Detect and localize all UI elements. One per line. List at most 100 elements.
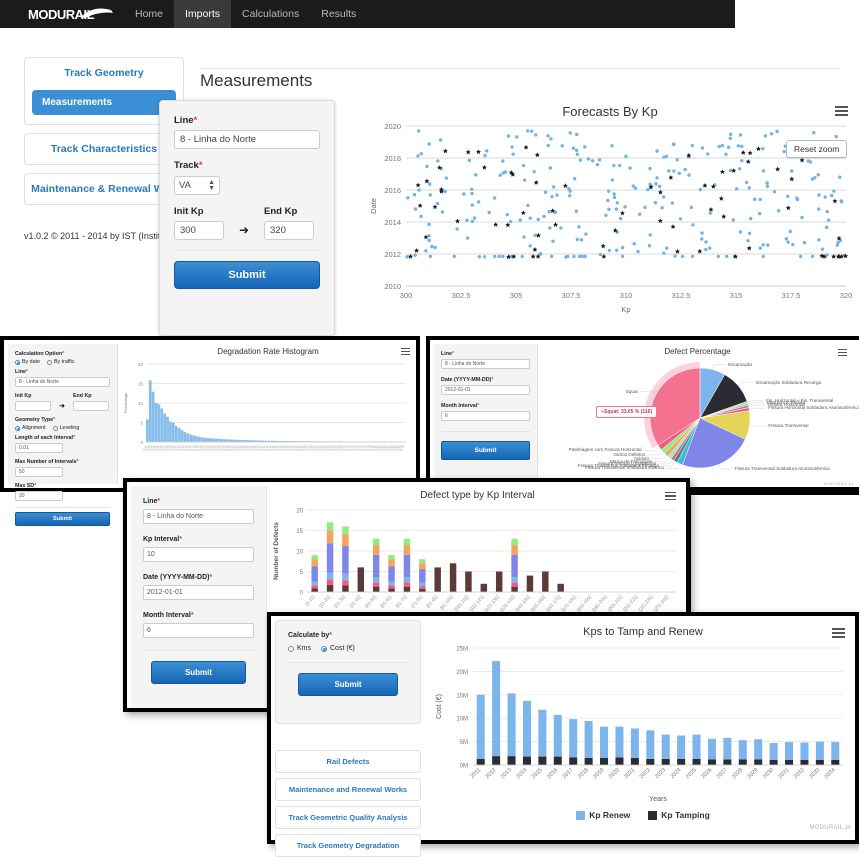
line-input[interactable]: 8 - Linha do Norte: [441, 359, 530, 369]
line-input[interactable]: 8 - Linha do Norte: [15, 377, 110, 387]
submit-button[interactable]: Submit: [441, 441, 530, 460]
chart-menu-icon[interactable]: [835, 106, 848, 117]
label-interval-length: Length of each Interval*: [15, 435, 110, 441]
nav-links: Home Imports Calculations Results: [124, 0, 367, 28]
radio-by-traffic[interactable]: By traffic: [47, 359, 75, 365]
chart-menu-icon[interactable]: [401, 348, 410, 356]
end-kp-input[interactable]: [73, 401, 109, 411]
radio-icon: [47, 360, 52, 365]
arrow-icon: ➜: [51, 402, 73, 411]
histogram-svg[interactable]: 051015200.010.020.030.040.050.060.070.08…: [120, 358, 416, 478]
kp-interval-input[interactable]: 10: [143, 547, 254, 562]
svg-text:Percentage: Percentage: [123, 392, 128, 413]
pie-slice-label: Patinhagem com Fissura Horizontal: [569, 447, 642, 452]
svg-text:315: 315: [730, 291, 743, 300]
date-input[interactable]: 2012-01-01: [143, 585, 254, 600]
menu-item-track-geometric-quality-analysis[interactable]: Track Geometric Quality Analysis: [275, 806, 421, 829]
app-body: Track Geometry Measurements Track Charac…: [0, 28, 859, 340]
radio-cost[interactable]: Cost (€): [321, 645, 355, 652]
pie-slice-label: Outros Defeitos: [613, 452, 645, 457]
label-end-kp: End Kp: [264, 206, 314, 217]
svg-text:Cost (€): Cost (€): [436, 694, 443, 719]
spinner-icon: ▲▼: [208, 180, 215, 192]
max-intervals-input[interactable]: 50: [15, 467, 63, 477]
chart-title-forecasts: Forecasts By Kp: [366, 104, 854, 119]
radio-leveling[interactable]: Leveling: [53, 425, 80, 431]
svg-text:[11-21]: [11-21]: [318, 594, 331, 608]
submit-button[interactable]: Submit: [151, 661, 246, 684]
form-divider: [15, 507, 110, 508]
svg-text:2012: 2012: [484, 767, 497, 780]
brand-logo[interactable]: MODURAIL: [28, 7, 102, 22]
svg-text:2029: 2029: [747, 767, 760, 780]
nav-link-home[interactable]: Home: [124, 0, 174, 28]
kps-tamp-renew-window: Calculate by* Kms Cost (€) Submit Rail D…: [267, 612, 859, 844]
svg-text:2012: 2012: [384, 250, 401, 259]
svg-text:[201-211]: [201-211]: [607, 594, 623, 612]
legend-label: Kp Renew: [589, 810, 630, 820]
svg-text:0: 0: [300, 591, 304, 597]
chart-menu-icon[interactable]: [665, 492, 676, 501]
svg-text:5: 5: [300, 570, 304, 576]
month-interval-input[interactable]: 6: [441, 411, 530, 421]
menu-item-maintenance-renewal-works[interactable]: Maintenance and Renewal Works: [275, 778, 421, 801]
init-kp-input[interactable]: [15, 401, 51, 411]
radio-alignment[interactable]: Alignment: [15, 425, 46, 431]
svg-text:[101-111]: [101-111]: [453, 594, 469, 612]
legend-item-kp-renew[interactable]: Kp Renew: [576, 810, 630, 820]
svg-text:[21-31]: [21-31]: [333, 594, 346, 608]
svg-text:2024: 2024: [669, 767, 682, 780]
svg-text:20M: 20M: [456, 670, 468, 676]
chart-menu-icon[interactable]: [832, 628, 845, 639]
chart-title-degradation: Degradation Rate Histogram: [120, 347, 416, 356]
sidebar-item-track-geometry[interactable]: Track Geometry: [25, 58, 183, 88]
nav-link-results[interactable]: Results: [310, 0, 367, 28]
radio-kms[interactable]: Kms: [288, 645, 311, 652]
sidebar-item-measurements[interactable]: Measurements: [32, 90, 176, 115]
legend-item-kp-tamping[interactable]: Kp Tamping: [648, 810, 709, 820]
label-line: Line*: [143, 498, 254, 505]
track-select-value: VA: [179, 177, 191, 194]
title-divider: [200, 68, 840, 69]
end-kp-input[interactable]: 320: [264, 221, 314, 240]
date-input[interactable]: 2012-01-01: [441, 385, 530, 395]
track-select[interactable]: VA ▲▼: [174, 176, 220, 195]
pie-slice-label: Escamação Soldadura Recarga: [756, 380, 821, 385]
line-input[interactable]: 8 - Linha do Norte: [174, 130, 320, 149]
reset-zoom-button[interactable]: Reset zoom: [786, 140, 847, 158]
defect-bar-svg[interactable]: 05101520[1-11][11-21][21-31][31-41][41-5…: [269, 504, 686, 622]
menu-item-rail-defects[interactable]: Rail Defects: [275, 750, 421, 773]
svg-text:2014: 2014: [515, 767, 528, 780]
svg-text:5M: 5M: [460, 740, 468, 746]
svg-text:2023: 2023: [654, 767, 667, 780]
svg-text:2018: 2018: [384, 154, 401, 163]
init-kp-input[interactable]: 300: [174, 221, 224, 240]
menu-item-track-geometry-degradation[interactable]: Track Geometry Degradation: [275, 834, 421, 857]
svg-text:320: 320: [840, 291, 853, 300]
month-interval-input[interactable]: 6: [143, 623, 254, 638]
submit-button[interactable]: Submit: [174, 261, 320, 289]
svg-text:[141-151]: [141-151]: [514, 594, 530, 612]
chart-title-kps-tamp: Kps to Tamp and Renew: [431, 626, 855, 638]
radio-by-date[interactable]: By date: [15, 359, 40, 365]
degradation-histogram-window: Calculation Option* By date By traffic L…: [0, 336, 420, 492]
interval-length-input[interactable]: 0.01: [15, 443, 63, 453]
nav-link-imports[interactable]: Imports: [174, 0, 231, 28]
svg-text:2017: 2017: [562, 767, 575, 780]
svg-text:0: 0: [140, 440, 143, 445]
svg-text:2034: 2034: [824, 767, 837, 780]
max-sd-input[interactable]: 20: [15, 491, 63, 501]
svg-text:300: 300: [400, 291, 413, 300]
nav-link-calculations[interactable]: Calculations: [231, 0, 310, 28]
line-input[interactable]: 8 - Linha do Norte: [143, 509, 254, 524]
field-end-kp: End Kp 320: [264, 206, 314, 240]
submit-button[interactable]: Submit: [15, 512, 110, 526]
svg-text:Number of Defects: Number of Defects: [273, 522, 280, 580]
svg-text:2028: 2028: [731, 767, 744, 780]
svg-text:20: 20: [138, 362, 144, 367]
submit-button[interactable]: Submit: [298, 673, 398, 696]
radio-icon: [15, 426, 20, 431]
